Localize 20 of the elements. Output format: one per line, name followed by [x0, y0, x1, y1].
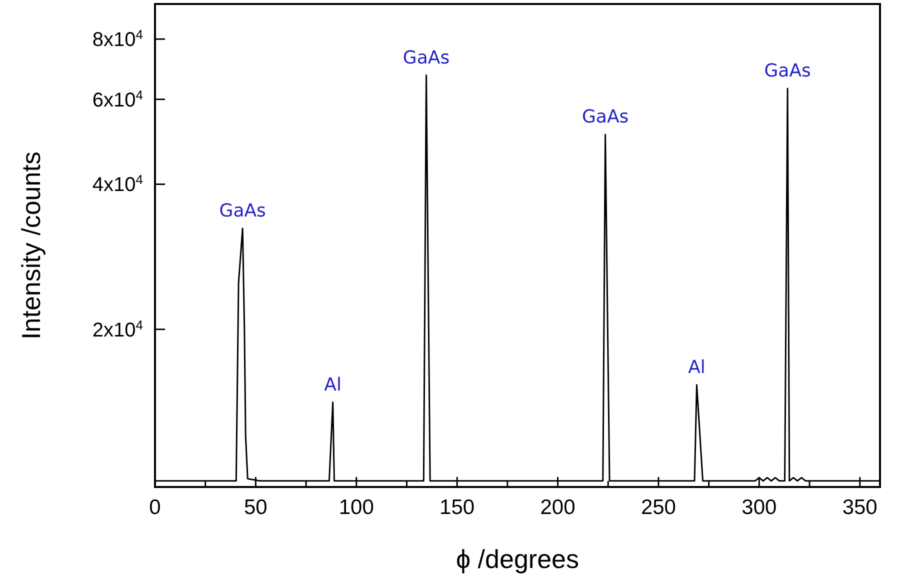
- y-tick-label: 2x10$^{4}$: [92, 316, 143, 342]
- y-tick-label: 8x10$^{4}$: [92, 26, 143, 52]
- annotation: GaAs: [402, 47, 450, 68]
- x-tick-label: 300: [742, 496, 777, 519]
- x-tick-label: 0: [149, 496, 161, 519]
- x-axis-title: ϕ /degrees: [456, 544, 579, 574]
- x-tick-label: 50: [244, 496, 268, 519]
- x-tick-label: 100: [338, 496, 374, 519]
- annotation: GaAs: [764, 60, 811, 82]
- annotation: GaAs: [582, 106, 629, 128]
- x-tick-label: 350: [842, 496, 878, 519]
- x-tick-label: 150: [440, 496, 475, 519]
- x-tick-label: 250: [640, 496, 676, 519]
- y-tick-label: 6x10$^{4}$: [92, 86, 143, 112]
- annotation: Al: [688, 356, 706, 378]
- annotation: GaAs: [219, 200, 266, 222]
- annotation: Al: [324, 374, 342, 396]
- x-tick-label: 200: [540, 496, 576, 519]
- y-axis-title: Intensity /counts: [16, 152, 46, 340]
- y-tick-label: 4x10$^{4}$: [92, 172, 143, 196]
